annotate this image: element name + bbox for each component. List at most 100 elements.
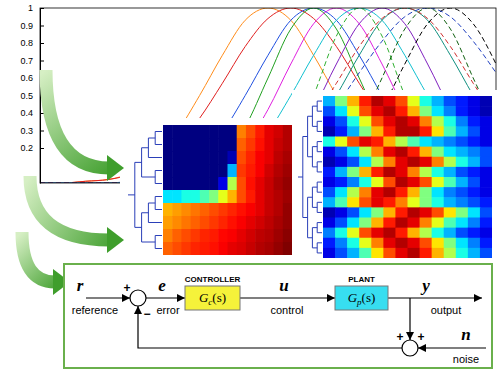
- heat-cell: [408, 116, 421, 127]
- heat-cell: [163, 229, 173, 243]
- heat-cell: [408, 207, 421, 218]
- heat-cell: [480, 96, 492, 107]
- heat-cell: [255, 151, 265, 165]
- heat-cell: [456, 126, 469, 137]
- heat-cell: [237, 190, 247, 204]
- flow-arrow: [22, 232, 70, 295]
- heat-cell: [395, 157, 408, 168]
- junction-sign: +: [417, 330, 424, 344]
- heat-cell: [444, 218, 457, 229]
- heat-cell: [347, 218, 360, 229]
- arrow-head: [107, 227, 124, 253]
- heat-cell: [468, 157, 481, 168]
- heat-cell: [335, 177, 348, 188]
- heat-cell: [274, 190, 284, 204]
- signal-line: [388, 297, 482, 298]
- tick: 0.2: [20, 143, 44, 153]
- heat-cell: [359, 147, 372, 158]
- heat-cell: [283, 138, 292, 152]
- heat-cell: [371, 147, 384, 158]
- heat-cell: [456, 187, 469, 198]
- heat-cell: [172, 229, 182, 243]
- heat-cell: [255, 203, 265, 217]
- heat-cell: [228, 177, 238, 191]
- heat-cell: [255, 216, 265, 230]
- heat-cell: [408, 96, 421, 107]
- heat-cell: [255, 229, 265, 243]
- heat-cell: [347, 147, 360, 158]
- heat-cell: [468, 126, 481, 137]
- heat-cell: [200, 203, 210, 217]
- heat-cell: [323, 147, 336, 158]
- heat-cell: [255, 190, 265, 204]
- heat-cell: [395, 177, 408, 188]
- heat-cell: [383, 218, 396, 229]
- tick-mark: [40, 8, 44, 9]
- heat-cell: [237, 138, 247, 152]
- heat-cell: [347, 238, 360, 249]
- heat-cell: [395, 238, 408, 249]
- heat-cell: [420, 218, 433, 229]
- heat-cell: [359, 167, 372, 178]
- heat-cell: [456, 116, 469, 127]
- heat-cell: [246, 164, 256, 178]
- dendrogram-branch: [135, 162, 142, 227]
- tick-label: 0.4: [20, 108, 33, 118]
- heat-cell: [371, 248, 384, 258]
- heat-cell: [218, 177, 228, 191]
- heat-cell: [359, 177, 372, 188]
- heat-cell: [335, 137, 348, 148]
- cell-group: [323, 96, 492, 258]
- heat-cell: [264, 125, 274, 139]
- heat-cell: [420, 187, 433, 198]
- tick-mark: [40, 43, 44, 44]
- heat-cell: [420, 177, 433, 188]
- heat-cell: [359, 218, 372, 229]
- junction-sign: +: [396, 330, 403, 344]
- heat-cell: [228, 229, 238, 243]
- heat-cell: [209, 125, 219, 139]
- heat-cell: [444, 157, 457, 168]
- heat-cell: [335, 147, 348, 158]
- signal-symbol: y: [420, 276, 430, 295]
- signal-line: [240, 297, 335, 298]
- heat-cell: [181, 151, 191, 165]
- heat-cell: [432, 116, 445, 127]
- tick-label: 1: [28, 3, 33, 13]
- heat-cell: [246, 138, 256, 152]
- tick: 0.7: [20, 56, 44, 66]
- heat-cell: [335, 187, 348, 198]
- heat-cell: [228, 125, 238, 139]
- heat-cell: [408, 126, 421, 137]
- heat-cell: [209, 151, 219, 165]
- heat-cell: [408, 177, 421, 188]
- heat-cell: [420, 167, 433, 178]
- heat-cell: [456, 177, 469, 188]
- block-title: PLANT: [348, 275, 375, 284]
- heat-cell: [347, 167, 360, 178]
- signal-label: reference: [72, 304, 118, 316]
- heat-cell: [383, 157, 396, 168]
- function-argument: (s): [212, 290, 226, 305]
- heat-cell: [395, 147, 408, 158]
- heat-cell: [264, 242, 274, 255]
- heat-cell: [228, 190, 238, 204]
- heat-cell: [237, 229, 247, 243]
- heat-cell: [395, 167, 408, 178]
- heat-cell: [359, 207, 372, 218]
- heat-cell: [237, 242, 247, 255]
- heat-cell: [347, 187, 360, 198]
- heat-cell: [163, 138, 173, 152]
- heat-cell: [255, 164, 265, 178]
- heat-cell: [323, 116, 336, 127]
- heat-cell: [408, 147, 421, 158]
- heat-cell: [383, 248, 396, 258]
- heat-cell: [181, 242, 191, 255]
- tick-mark: [40, 148, 44, 149]
- heat-cell: [347, 116, 360, 127]
- tick: 0.8: [20, 38, 44, 48]
- heat-cell: [246, 125, 256, 139]
- heat-cell: [228, 242, 238, 255]
- heat-cell: [432, 238, 445, 249]
- arrow-shaft: [46, 70, 109, 168]
